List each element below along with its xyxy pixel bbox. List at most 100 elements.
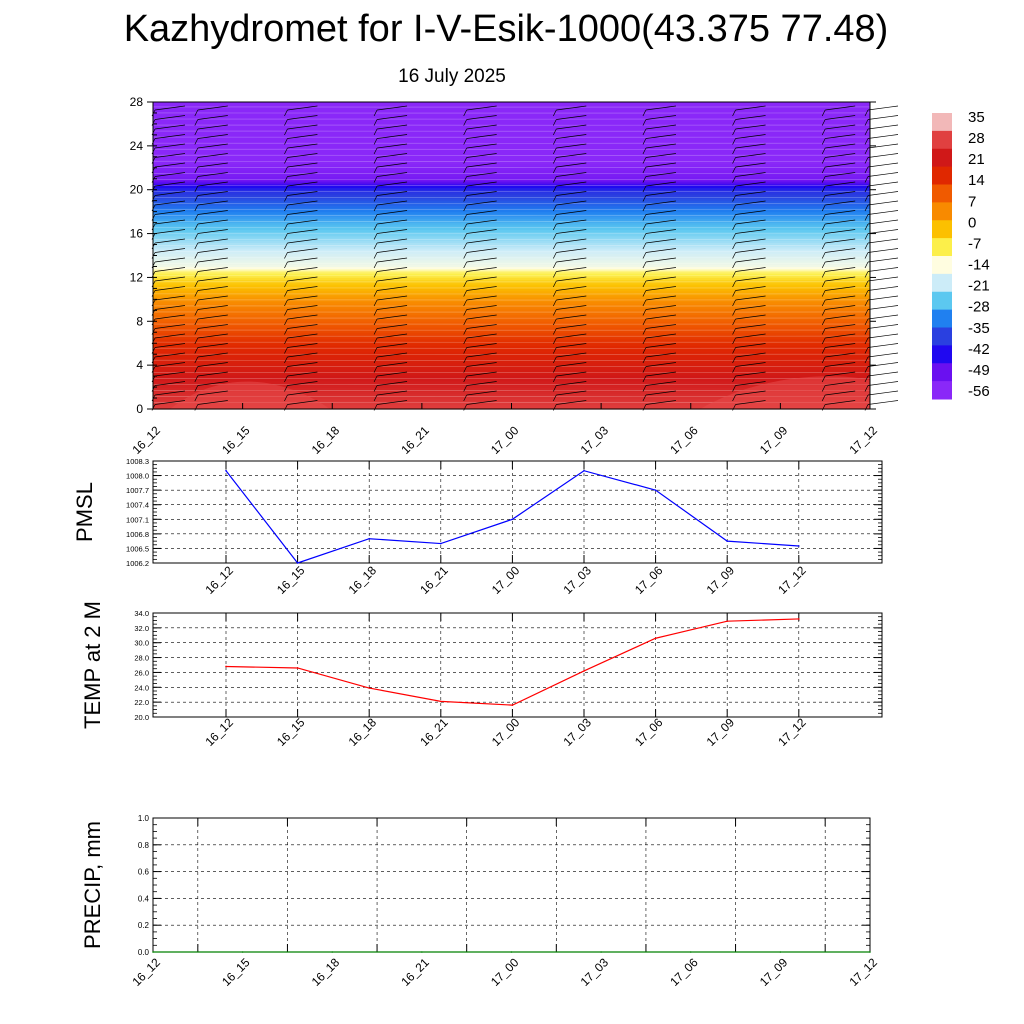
wind-barb xyxy=(373,185,378,193)
wind-barb xyxy=(552,223,557,231)
wind-barb xyxy=(197,153,228,158)
wind-barb xyxy=(642,280,647,288)
y-axis-title: PRECIP, mm xyxy=(80,821,105,949)
wind-barb xyxy=(825,124,856,130)
wind-barb xyxy=(821,271,826,278)
wind-barb xyxy=(556,124,587,130)
contour-band xyxy=(153,139,870,143)
wind-barb xyxy=(287,276,318,282)
wind-barb xyxy=(373,157,378,164)
wind-barb xyxy=(864,366,869,373)
contour-band xyxy=(153,165,870,169)
data-point xyxy=(583,670,585,672)
wind-barb xyxy=(466,295,497,301)
data-point xyxy=(798,545,800,547)
wind-barb xyxy=(194,280,199,288)
contour-band xyxy=(153,126,870,129)
wind-barb xyxy=(373,347,378,354)
x-tick-label: 17_12 xyxy=(775,563,809,597)
contour-band xyxy=(153,299,870,303)
wind-barb xyxy=(645,390,676,396)
wind-barb xyxy=(556,238,587,244)
wind-barb xyxy=(284,290,288,297)
wind-barb xyxy=(463,166,468,174)
contour-band xyxy=(153,279,870,283)
wind-barb xyxy=(821,147,826,155)
wind-barb xyxy=(463,195,468,202)
wind-barb xyxy=(463,318,468,326)
wind-barb xyxy=(867,276,899,282)
wind-barb xyxy=(284,252,288,259)
wind-barb xyxy=(466,276,497,282)
contour-band xyxy=(153,174,870,178)
contour-band xyxy=(153,161,870,164)
wind-barb xyxy=(197,400,228,405)
colorbar-swatch xyxy=(932,381,952,400)
contour-band xyxy=(153,286,870,289)
wind-barb xyxy=(642,157,647,164)
wind-barb xyxy=(154,115,186,120)
wind-barb xyxy=(463,328,468,335)
wind-barb xyxy=(735,115,766,120)
data-point xyxy=(331,951,334,953)
wind-barb xyxy=(735,286,766,291)
wind-barb xyxy=(154,172,186,177)
wind-barb xyxy=(287,172,318,177)
wind-barb xyxy=(287,210,318,215)
wind-barb xyxy=(867,257,899,263)
wind-barb xyxy=(735,295,766,301)
wind-barb xyxy=(197,333,228,339)
wind-barb xyxy=(821,252,826,259)
wind-barb xyxy=(867,400,899,405)
wind-barb xyxy=(867,324,899,329)
y-tick-label: 1007.4 xyxy=(126,501,149,510)
wind-barb xyxy=(552,290,557,297)
wind-barb xyxy=(463,271,468,278)
wind-barb xyxy=(732,328,736,335)
wind-barb xyxy=(287,305,318,310)
wind-barb xyxy=(642,214,647,221)
wind-barb xyxy=(735,248,766,253)
data-point xyxy=(225,665,227,668)
contour-band xyxy=(153,220,870,224)
wind-barb xyxy=(466,143,497,149)
wind-barb xyxy=(825,324,856,329)
wind-barb xyxy=(197,381,228,386)
data-point xyxy=(511,518,514,521)
wind-barb xyxy=(867,219,899,225)
wind-barb xyxy=(284,271,288,278)
y-tick-label: 20.0 xyxy=(134,713,149,722)
wind-barb xyxy=(287,333,318,339)
contour-band xyxy=(153,102,870,105)
wind-barb xyxy=(556,115,587,120)
y-tick-label: 34.0 xyxy=(134,609,149,618)
wind-barb xyxy=(645,238,676,244)
x-tick-label: 16_12 xyxy=(202,563,236,597)
wind-barb xyxy=(645,333,676,339)
wind-barb xyxy=(864,195,869,202)
contour-band xyxy=(153,351,870,355)
contour-band xyxy=(153,382,870,386)
wind-barb xyxy=(194,223,199,231)
wind-barb xyxy=(154,390,186,396)
y-tick-label: 28 xyxy=(130,95,144,109)
contour-band xyxy=(153,312,870,316)
wind-barb xyxy=(864,204,869,212)
wind-barb xyxy=(466,153,497,158)
wind-barb xyxy=(552,166,557,174)
wind-barb xyxy=(463,214,468,221)
wind-barb xyxy=(373,280,378,288)
wind-barb xyxy=(197,219,228,225)
colorbar-label: -21 xyxy=(968,278,990,295)
contour-band xyxy=(153,205,870,208)
x-tick-label: 16_15 xyxy=(219,423,253,457)
wind-barb xyxy=(287,314,318,320)
contour-band xyxy=(153,384,870,388)
wind-barb xyxy=(284,337,288,345)
wind-barb xyxy=(735,191,766,196)
wind-barb xyxy=(821,109,826,117)
wind-barb xyxy=(466,181,497,187)
wind-barb xyxy=(197,371,228,377)
wind-barb xyxy=(466,172,497,177)
wind-barb xyxy=(821,128,826,136)
